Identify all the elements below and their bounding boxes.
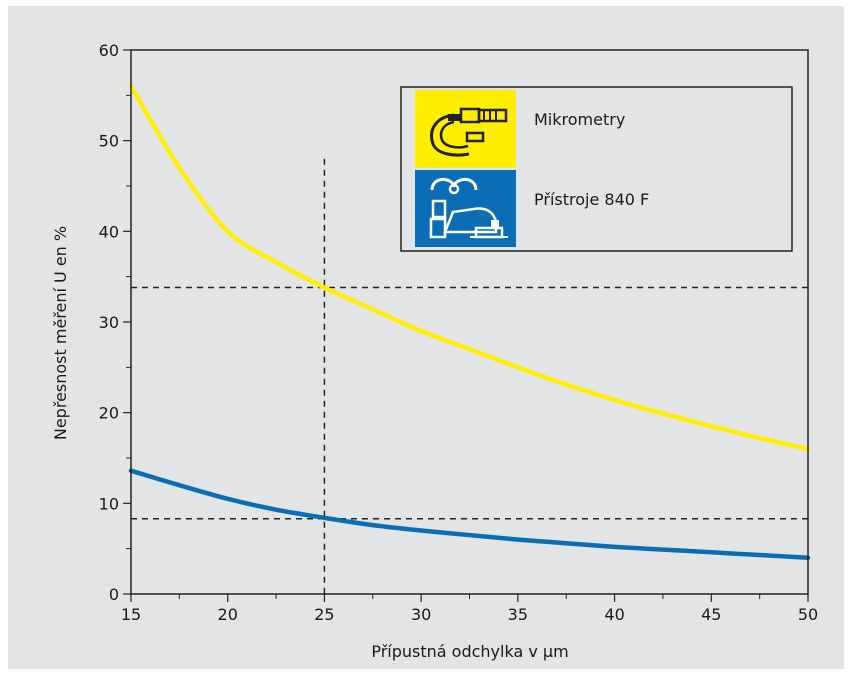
x-tick-label: 50: [798, 605, 818, 624]
legend-label-840f: Přístroje 840 F: [534, 190, 649, 209]
micrometer-icon: [415, 90, 516, 168]
y-tick-label: 60: [99, 41, 119, 60]
x-tick-label: 25: [314, 605, 334, 624]
y-tick-label: 50: [99, 132, 119, 151]
y-tick-label: 30: [99, 313, 119, 332]
y-tick-label: 10: [99, 494, 119, 513]
legend-box: [400, 86, 793, 252]
y-tick-label: 0: [109, 585, 119, 604]
gauge-840f-icon: [415, 170, 516, 247]
x-axis-title: Přípustná odchylka v µm: [371, 642, 568, 661]
x-tick-label: 20: [218, 605, 238, 624]
y-tick-label: 40: [99, 222, 119, 241]
y-axis-title: Nepřesnost měření U en %: [51, 226, 70, 440]
x-tick-label: 40: [604, 605, 624, 624]
x-tick-label: 15: [121, 605, 141, 624]
series-line-1: [128, 468, 811, 560]
legend-label-micrometers: Mikrometry: [534, 110, 625, 129]
y-tick-label: 20: [99, 404, 119, 423]
series-lines: [128, 84, 811, 560]
x-tick-label: 35: [508, 605, 528, 624]
axis-ticks: 0 10 20 30 40 50 60 15 20 25 30 35 40 45 50: [99, 41, 819, 624]
x-tick-label: 45: [701, 605, 721, 624]
legend: Mikrometry Přístroje 840 F: [400, 86, 793, 252]
series-line-0: [128, 84, 811, 452]
x-tick-label: 30: [411, 605, 431, 624]
line-chart: 0 10 20 30 40 50 60 15 20 25 30 35 40 45 50: [51, 41, 819, 661]
chart-container: 0 10 20 30 40 50 60 15 20 25 30 35 40 45 50: [8, 6, 844, 669]
reference-lines: [131, 158, 808, 594]
